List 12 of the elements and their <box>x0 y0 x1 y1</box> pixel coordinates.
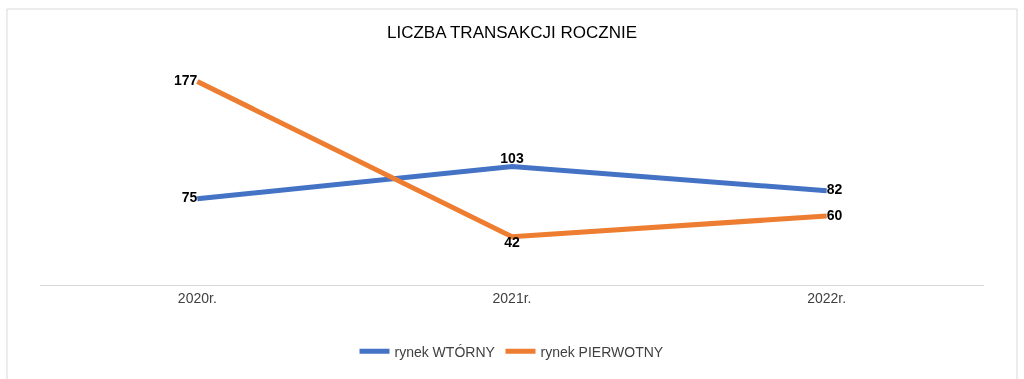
data-label: 42 <box>504 234 520 251</box>
data-label: 75 <box>181 189 198 206</box>
data-label: 82 <box>826 181 843 198</box>
x-tick-label: 2022r. <box>807 289 847 306</box>
legend-label: rynek WTÓRNY <box>394 343 496 360</box>
data-label: 103 <box>500 150 524 167</box>
chart-title: LICZBA TRANSAKCJI ROCZNIE <box>386 23 638 43</box>
x-tick-label: 2020r. <box>177 289 217 306</box>
data-label: 177 <box>173 71 198 88</box>
legend-label: rynek PIERWOTNY <box>540 343 664 360</box>
data-label: 60 <box>826 206 843 223</box>
x-tick-label: 2021r. <box>492 289 532 306</box>
